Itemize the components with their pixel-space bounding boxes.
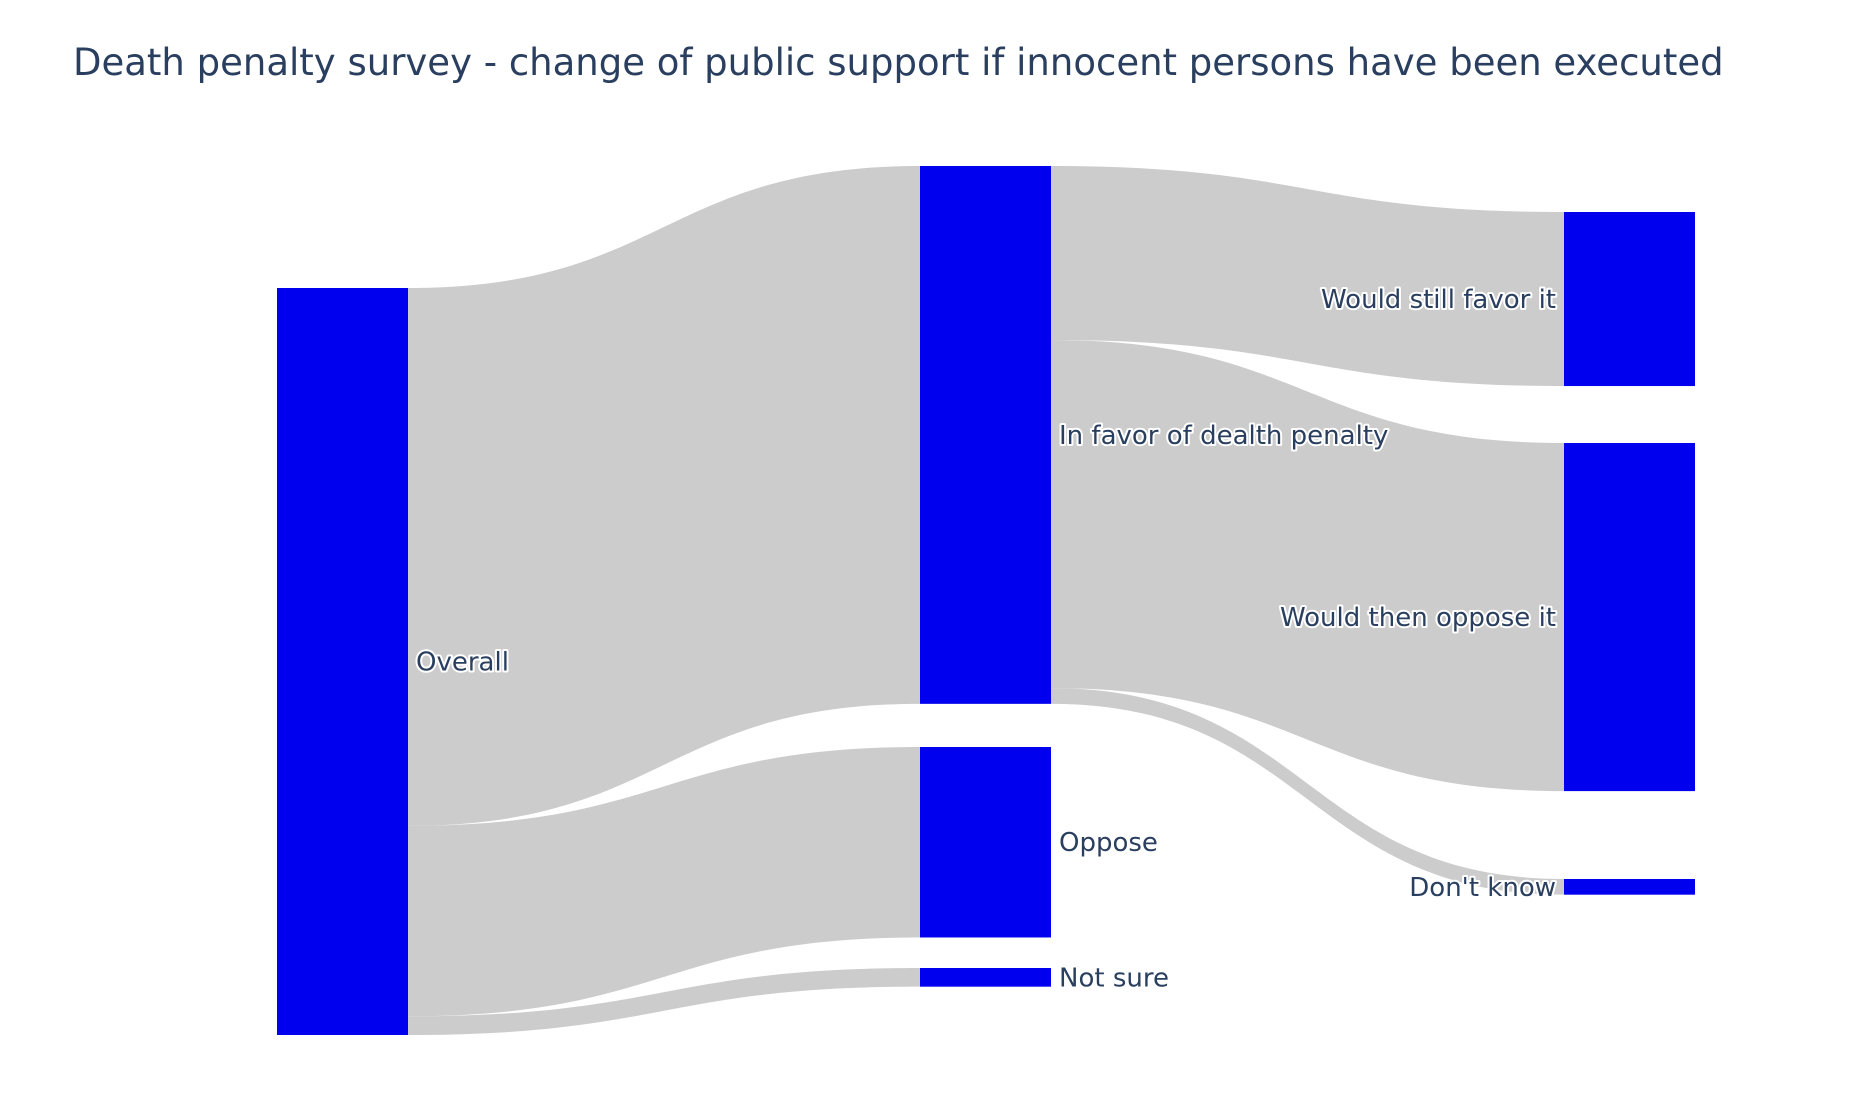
node-label-then: Would then oppose it	[1280, 603, 1556, 633]
node-label-oppose: Oppose	[1059, 828, 1158, 858]
node-dontknow[interactable]	[1564, 879, 1695, 895]
link-overall-notsure[interactable]	[408, 968, 920, 1035]
node-overall[interactable]	[277, 288, 408, 1035]
links-layer	[408, 166, 1564, 1035]
node-label-still: Would still favor it	[1321, 285, 1556, 315]
link-favor-still[interactable]	[1051, 166, 1564, 387]
node-then[interactable]	[1564, 443, 1695, 792]
nodes-layer	[277, 166, 1695, 1035]
node-still[interactable]	[1564, 212, 1695, 387]
node-label-favor: In favor of dealth penalty	[1059, 421, 1388, 451]
node-oppose[interactable]	[920, 747, 1051, 938]
link-favor-dontknow[interactable]	[1051, 688, 1564, 895]
labels-layer: Overall In favor of dealth penalty Oppose N…	[414, 283, 1558, 995]
link-overall-oppose[interactable]	[408, 747, 920, 1017]
chart-title: Death penalty survey - change of public …	[73, 41, 1724, 84]
node-notsure[interactable]	[920, 968, 1051, 987]
link-favor-then[interactable]	[1051, 340, 1564, 792]
node-label-dontknow: Don't know	[1409, 873, 1556, 903]
node-favor[interactable]	[920, 166, 1051, 704]
node-label-notsure: Not sure	[1059, 963, 1169, 993]
link-overall-favor[interactable]	[408, 166, 920, 826]
node-label-overall: Overall	[416, 648, 509, 678]
